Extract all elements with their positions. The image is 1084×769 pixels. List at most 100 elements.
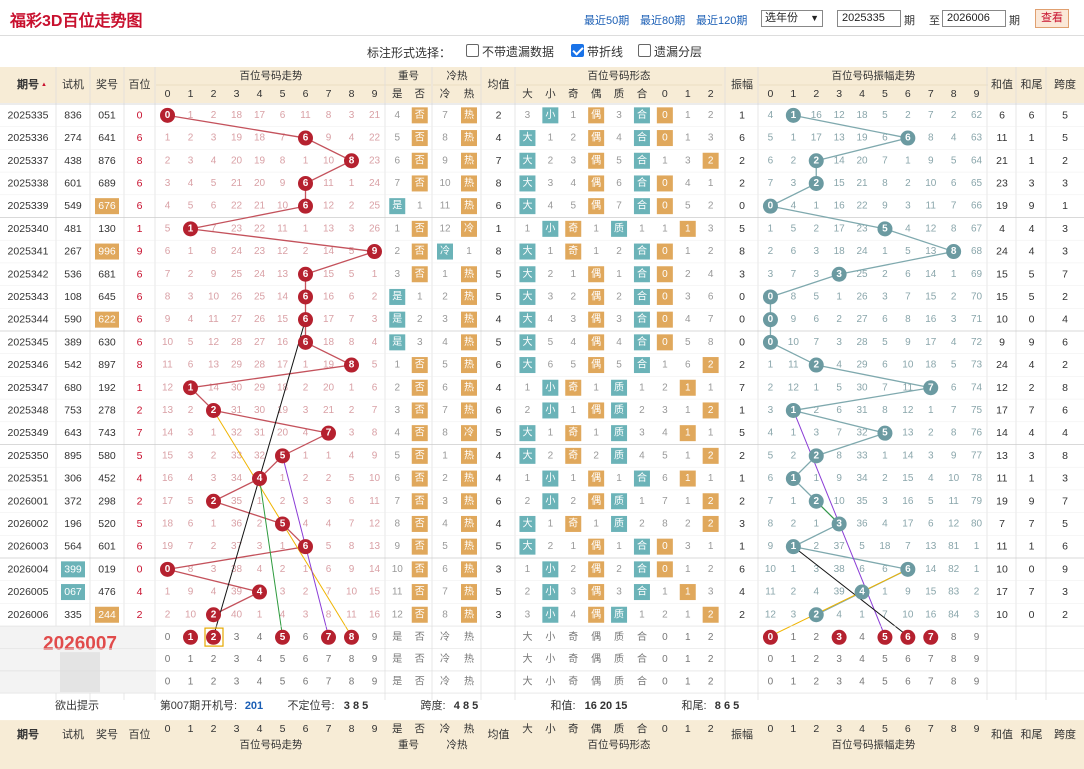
form-miss: 2 bbox=[593, 450, 599, 461]
form-miss: 1 bbox=[548, 518, 554, 529]
trend-miss: 5 bbox=[349, 269, 355, 280]
row-tail: 2 bbox=[1029, 382, 1035, 394]
form-tag-text: 2 bbox=[708, 155, 714, 166]
trend-ball bbox=[275, 448, 290, 464]
header-amptrend-sub: 4 bbox=[859, 88, 865, 100]
predict-trend-ball bbox=[275, 629, 290, 645]
trend-ball-value: 9 bbox=[372, 246, 378, 257]
trend-miss: 27 bbox=[254, 337, 266, 348]
trend-miss: 5 bbox=[326, 541, 332, 552]
row-hundred: 6 bbox=[137, 336, 143, 348]
form-miss: 2 bbox=[662, 609, 668, 620]
repeat-tag bbox=[411, 470, 428, 487]
predict-amp-digit: 7 bbox=[928, 632, 934, 643]
form-tag bbox=[702, 152, 719, 169]
form-miss: 2 bbox=[525, 587, 531, 598]
form-miss: 1 bbox=[593, 382, 599, 393]
trend-miss: 2 bbox=[349, 201, 355, 212]
predict-trend-digit: 7 bbox=[326, 654, 332, 665]
row-sum: 24 bbox=[996, 246, 1008, 258]
footer-avg: 均值 bbox=[488, 728, 510, 741]
checkbox-polyline[interactable] bbox=[571, 44, 584, 57]
form-tag-text: 0 bbox=[662, 541, 668, 552]
amp-miss: 4 bbox=[951, 337, 957, 348]
form-miss: 3 bbox=[616, 110, 622, 121]
repeat-tag-text: 否 bbox=[415, 154, 425, 166]
checkbox-miss-layer[interactable] bbox=[638, 44, 651, 57]
recent-50-link[interactable]: 最近50期 bbox=[584, 15, 630, 27]
row-test: 399 bbox=[64, 563, 82, 575]
repeat-tag bbox=[411, 220, 428, 237]
predict-form: 2 bbox=[708, 677, 714, 688]
form-tag-text: 偶 bbox=[591, 108, 601, 121]
test-highlight bbox=[61, 584, 85, 601]
hint-open-label: 开机号: bbox=[201, 698, 237, 712]
form-miss: 1 bbox=[570, 405, 576, 416]
form-tag bbox=[542, 402, 559, 419]
footer-amptrend-sub: 9 bbox=[974, 723, 980, 735]
row-tail: 6 bbox=[1029, 109, 1035, 121]
predict-amp-digit: 9 bbox=[974, 654, 980, 665]
trend-ball-value: 0 bbox=[165, 110, 171, 121]
row-avg: 5 bbox=[496, 268, 502, 280]
form-miss: 6 bbox=[616, 178, 622, 189]
form-tag bbox=[588, 538, 605, 555]
trend-ball-value: 6 bbox=[303, 291, 309, 302]
checkbox-no-miss[interactable] bbox=[466, 44, 479, 57]
amp-miss: 9 bbox=[791, 314, 797, 325]
recent-120-link[interactable]: 最近120期 bbox=[696, 15, 748, 27]
amp-miss: 9 bbox=[768, 541, 774, 552]
amp-miss: 3 bbox=[974, 609, 980, 620]
trend-miss: 8 bbox=[326, 110, 332, 121]
form-miss: 1 bbox=[662, 587, 668, 598]
footer-amp: 振幅 bbox=[731, 727, 753, 741]
top-bar: 福彩3D百位走势图 最近50期 最近80期 最近120期 选年份 ▼ 202533… bbox=[0, 0, 1084, 36]
amp-ball bbox=[808, 153, 824, 169]
form-tag bbox=[611, 402, 628, 419]
trend-miss: 18 bbox=[231, 110, 243, 121]
trend-ball-value: 2 bbox=[211, 609, 217, 620]
form-tag bbox=[702, 606, 719, 623]
header-amptrend-sub: 1 bbox=[790, 88, 796, 100]
amp-miss: 19 bbox=[856, 133, 868, 144]
row-amp: 7 bbox=[739, 382, 745, 394]
trend-miss: 12 bbox=[277, 246, 289, 257]
repeat-tag bbox=[389, 311, 406, 328]
coldhot-tag-text: 热 bbox=[464, 380, 474, 393]
amp-miss: 6 bbox=[791, 246, 797, 257]
trend-ball bbox=[321, 425, 336, 441]
amp-miss: 5 bbox=[882, 110, 888, 121]
predict-amp-digit: 9 bbox=[974, 632, 980, 643]
trend-miss: 8 bbox=[349, 337, 355, 348]
form-miss: 1 bbox=[685, 110, 691, 121]
amp-miss: 3 bbox=[882, 291, 888, 302]
from-issue-input[interactable]: 2025335 bbox=[837, 10, 901, 27]
form-tag-text: 2 bbox=[708, 518, 714, 529]
row-test: 306 bbox=[64, 473, 82, 485]
to-issue-input[interactable]: 2026006 bbox=[942, 10, 1006, 27]
predict-trend-digit: 9 bbox=[372, 677, 378, 688]
form-miss: 1 bbox=[708, 428, 714, 439]
trend-miss: 10 bbox=[185, 609, 197, 620]
row-issue: 2025338 bbox=[8, 177, 49, 189]
form-tag bbox=[588, 311, 605, 328]
form-miss: 7 bbox=[616, 201, 622, 212]
recent-80-link[interactable]: 最近80期 bbox=[640, 15, 686, 27]
header-span: 跨度 bbox=[1054, 77, 1076, 91]
row-sum: 12 bbox=[996, 382, 1008, 394]
predict-trend-digit: 4 bbox=[257, 654, 263, 665]
amp-miss: 5 bbox=[905, 246, 911, 257]
row-sum: 4 bbox=[999, 223, 1005, 235]
repeat-tag-text: 否 bbox=[415, 540, 425, 552]
predict-form: 小 bbox=[545, 653, 555, 665]
amp-miss: 10 bbox=[902, 609, 914, 620]
coldhot-tag bbox=[461, 220, 477, 237]
view-button[interactable]: 查看 bbox=[1035, 9, 1069, 28]
trend-miss: 9 bbox=[372, 450, 378, 461]
row-hundred: 4 bbox=[137, 473, 143, 485]
year-select[interactable]: 选年份 ▼ bbox=[761, 10, 823, 27]
header-test: 试机 bbox=[62, 77, 84, 91]
amp-miss: 1 bbox=[813, 382, 819, 393]
amp-miss: 7 bbox=[882, 609, 888, 620]
row-tail: 9 bbox=[1029, 200, 1035, 212]
